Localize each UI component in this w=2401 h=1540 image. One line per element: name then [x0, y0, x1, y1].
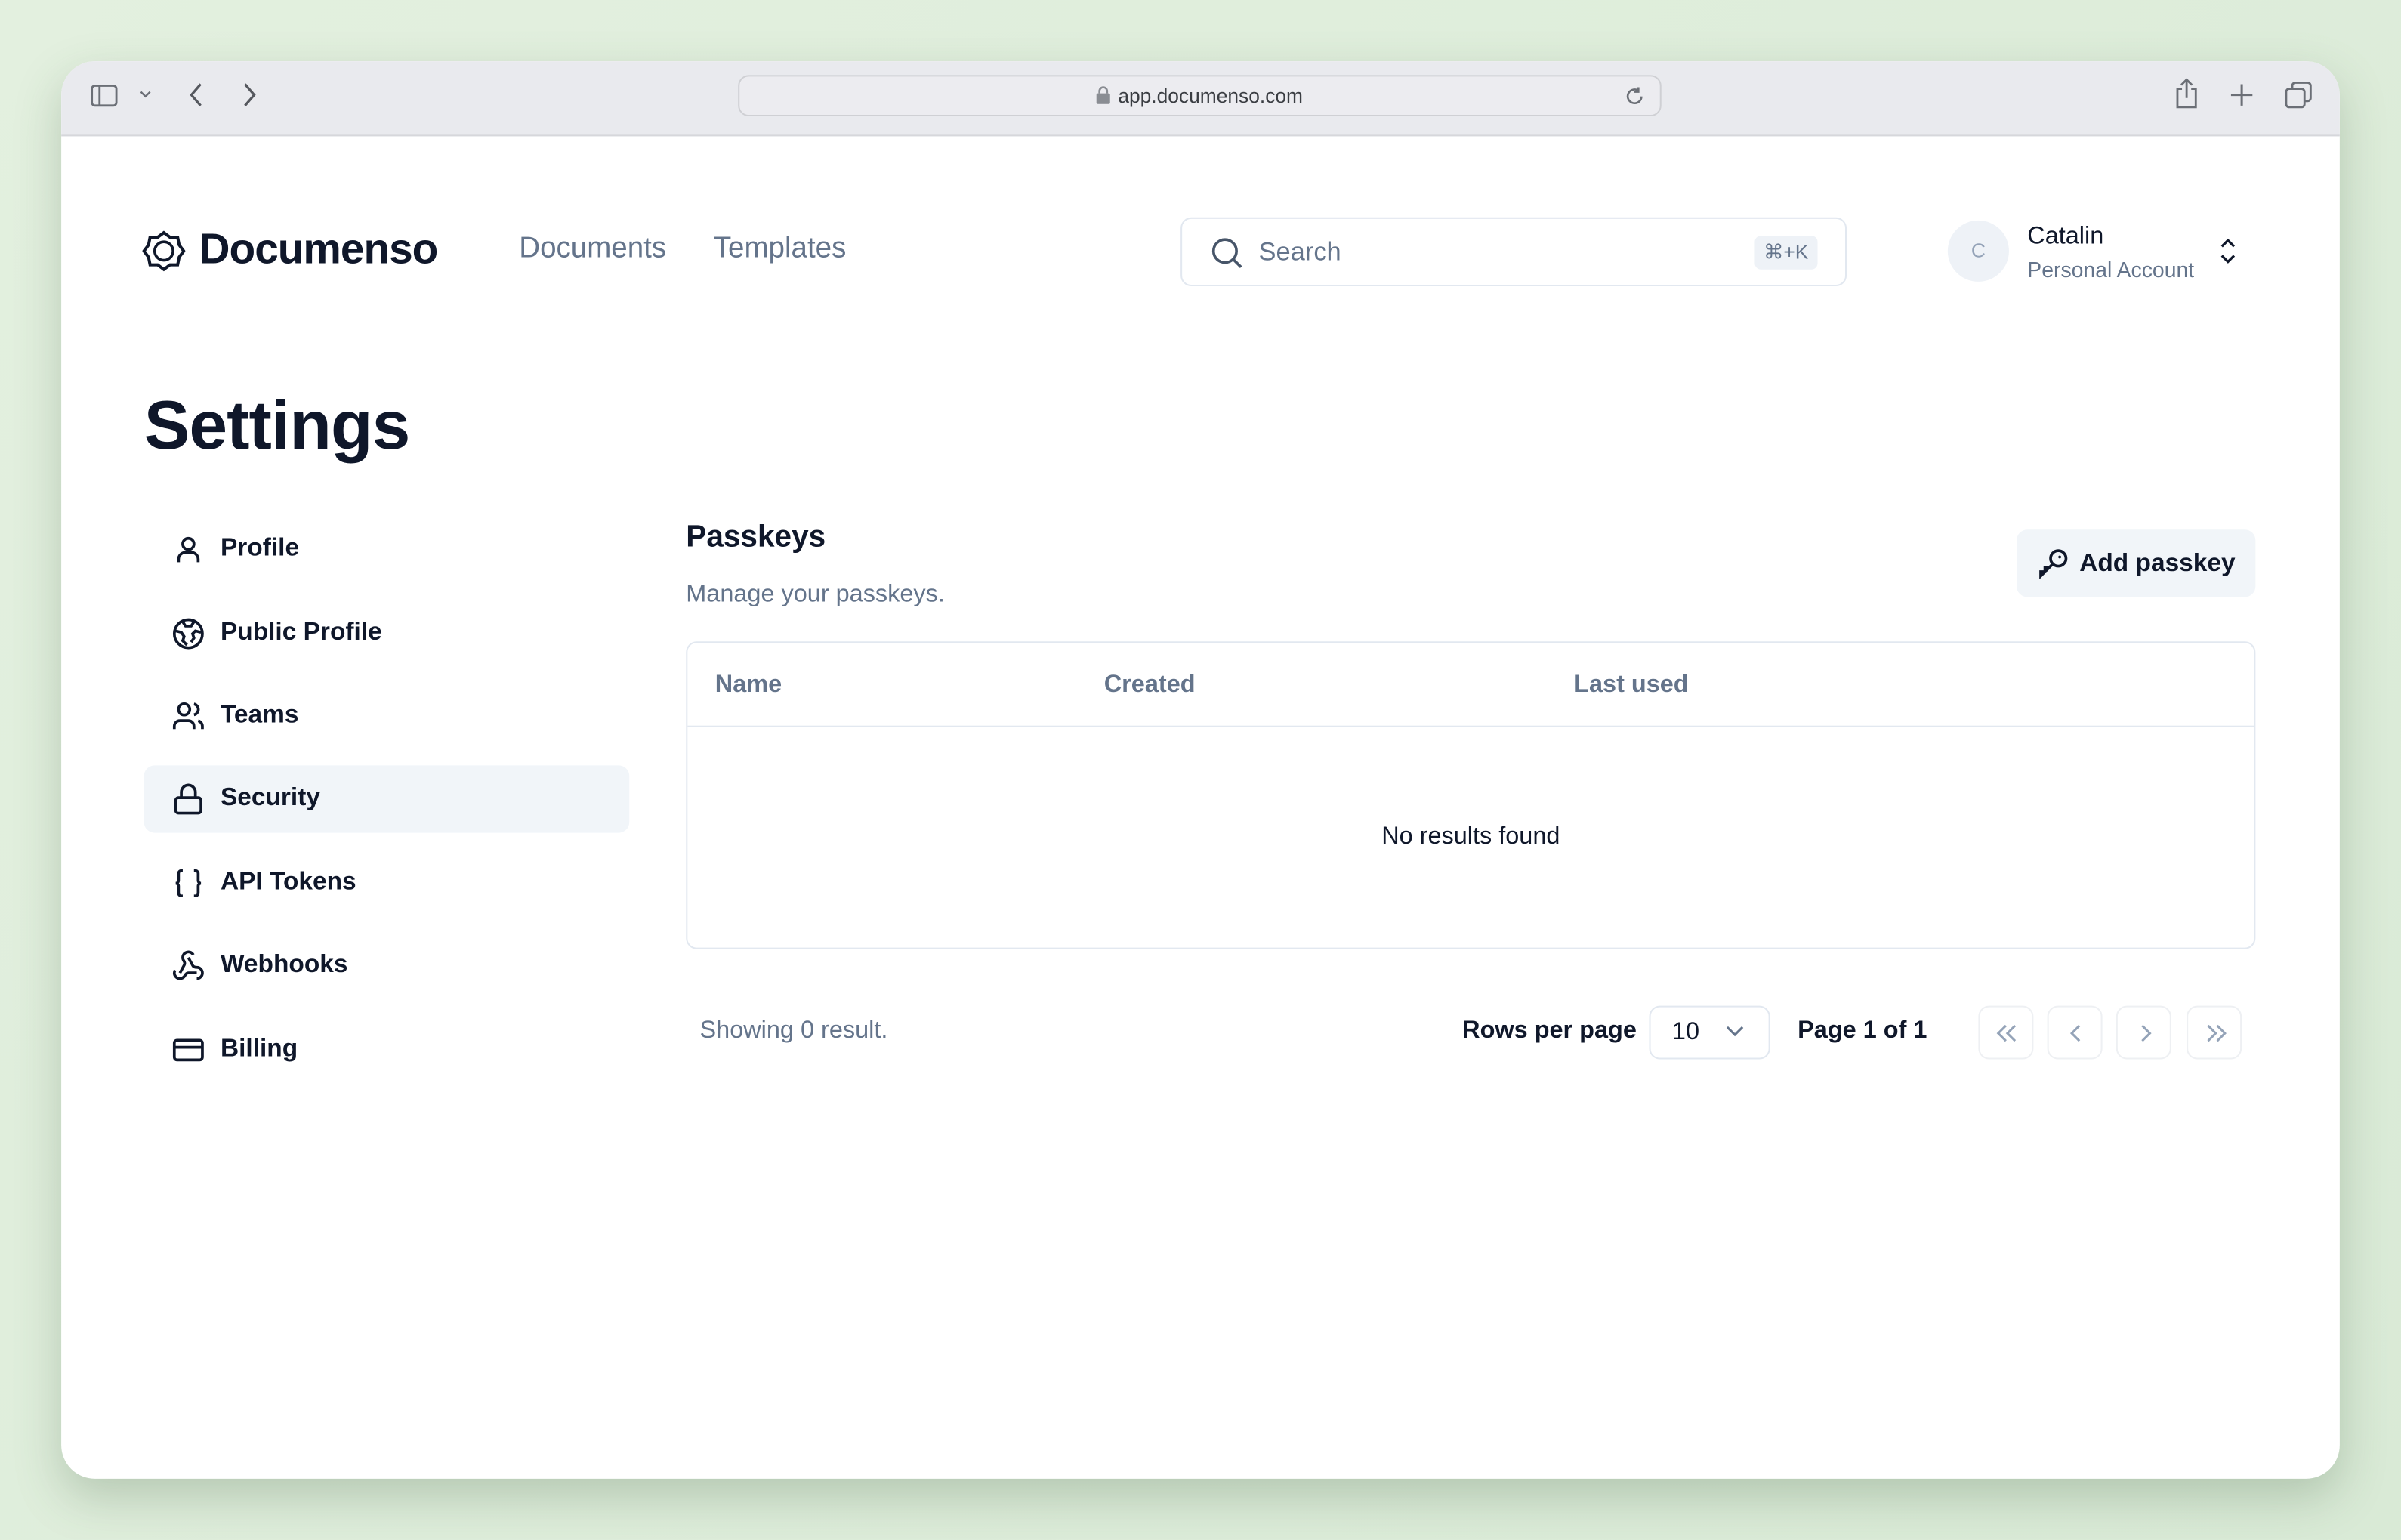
back-icon[interactable] — [188, 82, 203, 106]
sidebar-icon[interactable] — [91, 84, 118, 107]
browser-window: app.documenso.com Documenso Documents Te… — [61, 61, 2340, 1479]
sidebar-item-profile[interactable]: Profile — [144, 516, 630, 583]
sidebar-item-api-tokens[interactable]: API Tokens — [144, 850, 630, 917]
webhook-icon — [172, 950, 204, 980]
add-passkey-button[interactable]: Add passkey — [2017, 529, 2256, 597]
address-bar[interactable]: app.documenso.com — [738, 75, 1662, 117]
sidebar-item-label: API Tokens — [220, 868, 356, 896]
rows-per-page-label: Rows per page — [1462, 1017, 1637, 1045]
credit-card-icon — [172, 1038, 204, 1062]
search-placeholder: Search — [1258, 237, 1341, 267]
sidebar-item-billing[interactable]: Billing — [144, 1017, 630, 1084]
sidebar-item-label: Security — [220, 783, 320, 812]
page-title: Settings — [144, 385, 411, 464]
results-count: Showing 0 result. — [699, 1017, 888, 1045]
browser-toolbar: app.documenso.com — [61, 61, 2340, 137]
account-name[interactable]: Catalin — [2027, 223, 2104, 250]
table-header: Name Created Last used — [687, 643, 2254, 727]
sidebar-item-webhooks[interactable]: Webhooks — [144, 932, 630, 999]
column-header-name[interactable]: Name — [714, 671, 782, 699]
empty-state: No results found — [1381, 823, 1560, 850]
first-page-button[interactable] — [1978, 1005, 2034, 1060]
account-type: Personal Account — [2027, 257, 2195, 282]
chevrons-up-down-icon[interactable] — [2219, 237, 2237, 264]
chevron-right-icon — [2141, 1024, 2152, 1042]
rows-per-page-select[interactable]: 10 — [1649, 1005, 1770, 1060]
passkeys-table: Name Created Last used No results found — [686, 641, 2256, 949]
rows-per-page-value: 10 — [1671, 1019, 1700, 1046]
chevron-down-icon[interactable] — [139, 91, 151, 100]
reload-icon[interactable] — [1625, 86, 1644, 107]
app-content: Documenso Documents Templates Search ⌘+K… — [61, 136, 2340, 1479]
braces-icon — [175, 869, 202, 898]
sidebar-item-label: Public Profile — [220, 618, 382, 647]
sidebar-item-label: Profile — [220, 534, 300, 562]
column-header-last-used[interactable]: Last used — [1574, 671, 1689, 699]
page-indicator: Page 1 of 1 — [1798, 1017, 1927, 1045]
previous-page-button[interactable] — [2047, 1005, 2103, 1060]
new-tab-icon[interactable] — [2230, 82, 2254, 106]
sidebar-item-label: Webhooks — [220, 950, 348, 979]
next-page-button[interactable] — [2116, 1005, 2171, 1060]
user-icon — [177, 536, 200, 563]
sidebar-item-label: Teams — [220, 701, 299, 729]
sidebar-item-label: Billing — [220, 1035, 298, 1063]
forward-icon[interactable] — [242, 82, 257, 106]
documenso-logo-icon[interactable] — [142, 230, 186, 273]
last-page-button[interactable] — [2187, 1005, 2242, 1060]
chevrons-right-icon — [2207, 1024, 2227, 1042]
lock-icon — [1096, 86, 1111, 104]
users-icon — [172, 702, 204, 730]
globe-icon — [172, 618, 204, 650]
share-icon[interactable] — [2174, 78, 2199, 109]
search-input[interactable]: Search ⌘+K — [1180, 217, 1847, 287]
chevrons-left-icon — [1996, 1024, 2017, 1042]
nav-templates[interactable]: Templates — [713, 233, 847, 265]
chevron-down-icon — [1726, 1026, 1744, 1037]
tabs-overview-icon[interactable] — [2285, 81, 2312, 109]
lock-icon — [174, 783, 202, 815]
column-header-created[interactable]: Created — [1103, 671, 1196, 699]
search-icon — [1211, 238, 1242, 268]
nav-documents[interactable]: Documents — [519, 233, 667, 265]
brand-name[interactable]: Documenso — [199, 224, 439, 273]
sidebar-item-security[interactable]: Security — [144, 765, 630, 833]
section-title: Passkeys — [686, 520, 826, 554]
key-icon — [2039, 549, 2068, 580]
url-text: app.documenso.com — [1118, 84, 1304, 107]
sidebar-item-teams[interactable]: Teams — [144, 683, 630, 750]
section-subtitle: Manage your passkeys. — [686, 582, 945, 608]
sidebar-item-public-profile[interactable]: Public Profile — [144, 600, 630, 668]
avatar[interactable]: C — [1947, 220, 2009, 282]
chevron-left-icon — [2069, 1024, 2081, 1042]
search-shortcut: ⌘+K — [1754, 236, 1818, 270]
add-passkey-label: Add passkey — [2079, 549, 2236, 578]
